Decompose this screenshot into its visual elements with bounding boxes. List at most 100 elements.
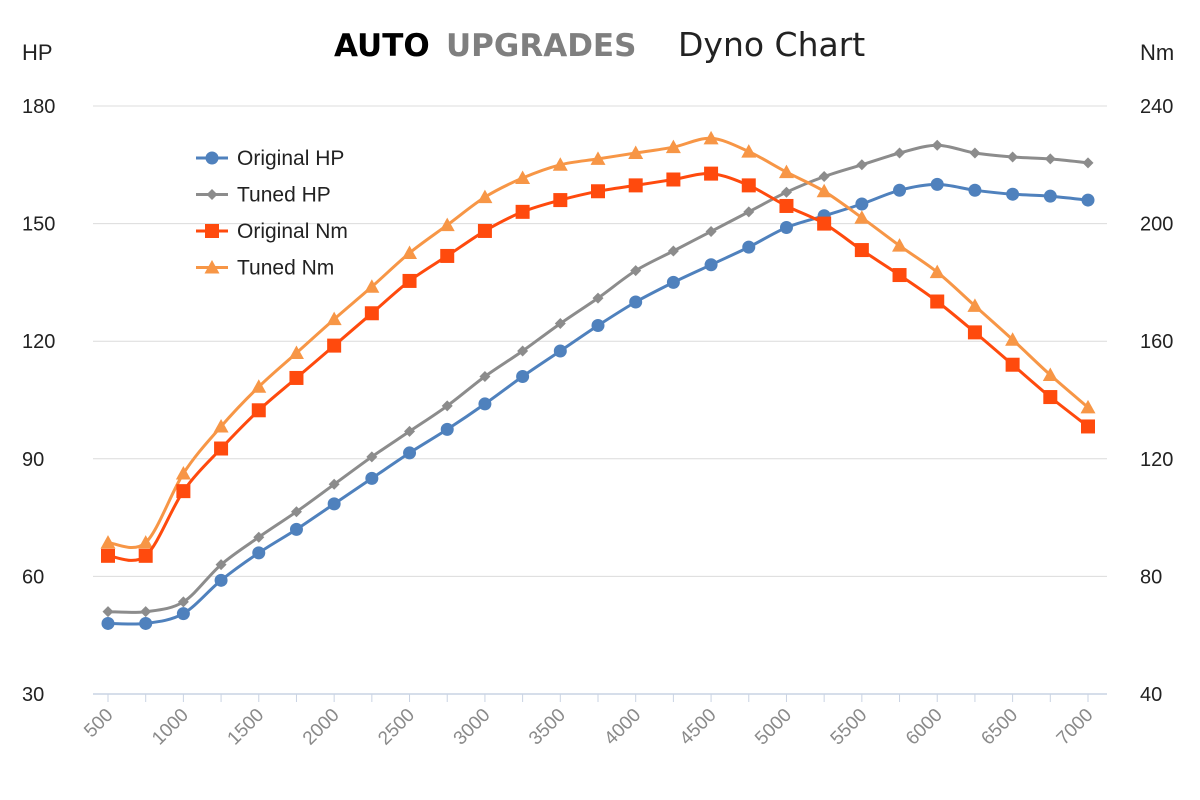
data-point-square (364, 306, 379, 321)
data-point-triangle (665, 139, 681, 154)
data-point-diamond (366, 451, 378, 463)
data-point-diamond (743, 206, 755, 218)
gridlines (93, 105, 1107, 695)
data-point-triangle (628, 145, 644, 160)
x-tick-label: 7000 (1053, 705, 1098, 750)
data-point-triangle (288, 345, 304, 359)
legend-label: Tuned HP (237, 184, 331, 207)
data-point-diamond (102, 606, 114, 618)
data-point-circle (930, 177, 944, 191)
data-point-triangle (854, 210, 870, 224)
x-axis: 500 1000 1500 2000 2500 3000 3500 4000 4500 5000 5… (80, 694, 1098, 750)
data-point-triangle (1005, 332, 1021, 346)
data-point-circle (704, 258, 718, 272)
y-axis-left-title: HP (22, 40, 53, 65)
legend-item-tuned-nm: Tuned Nm (196, 257, 334, 280)
data-point-diamond (1007, 151, 1019, 163)
data-point-diamond (1082, 157, 1094, 169)
data-point-triangle (364, 279, 380, 293)
data-point-circle (101, 616, 115, 630)
data-point-square (176, 484, 191, 499)
legend: Original HP Tuned HP Original Nm Tuned Nm (196, 147, 348, 280)
y-right-tick-label: 80 (1140, 566, 1162, 588)
series-line-tuned-hp (106, 143, 1090, 614)
x-tick-label: 4000 (600, 705, 645, 750)
y-right-tick-label: 200 (1140, 214, 1173, 236)
data-point-circle (205, 151, 219, 165)
data-point-diamond (969, 147, 981, 159)
y-left-tick-label: 30 (22, 684, 44, 706)
title-brand-upgrades: UPGRADES (446, 28, 636, 64)
y-axis-right-title: Nm (1140, 40, 1174, 65)
data-point-square (205, 224, 219, 238)
data-point-circle (478, 397, 492, 411)
data-point-triangle (816, 183, 832, 198)
x-tick-label: 6000 (902, 705, 947, 750)
data-point-circle (629, 295, 643, 309)
data-point-diamond (780, 186, 792, 198)
data-point-circle (855, 197, 869, 211)
legend-item-tuned-hp: Tuned HP (196, 184, 331, 207)
data-point-circle (968, 183, 982, 197)
data-point-triangle (1042, 367, 1058, 382)
data-point-diamond (630, 265, 642, 277)
data-point-square (779, 198, 794, 213)
data-point-triangle (204, 260, 220, 274)
data-point-triangle (515, 170, 531, 185)
data-point-triangle (251, 379, 267, 393)
data-point-triangle (402, 245, 418, 259)
data-point-circle (893, 183, 907, 197)
data-point-circle (1081, 193, 1095, 207)
data-point-diamond (479, 370, 491, 382)
data-point-diamond (290, 506, 302, 518)
data-point-circle (779, 221, 793, 235)
data-point-square (515, 204, 530, 219)
data-point-square (591, 184, 605, 199)
legend-label: Tuned Nm (237, 257, 334, 280)
data-point-circle (1006, 187, 1020, 201)
data-point-diamond (554, 318, 566, 330)
x-tick-label: 2500 (374, 705, 419, 750)
x-tick-label: 500 (80, 705, 117, 742)
data-point-triangle (703, 130, 719, 145)
data-point-triangle (477, 189, 493, 204)
series-layer (100, 130, 1096, 630)
x-tick-label: 1500 (224, 705, 269, 750)
data-point-diamond (328, 478, 340, 490)
data-point-square (666, 172, 681, 187)
data-point-square (930, 294, 945, 309)
data-point-circle (591, 319, 605, 333)
data-point-square (101, 548, 115, 563)
data-point-circle (327, 497, 341, 511)
y-right-tick-label: 240 (1140, 96, 1173, 118)
x-tick-label: 5500 (827, 705, 872, 750)
data-point-triangle (590, 151, 606, 165)
data-point-triangle (778, 164, 794, 179)
series-tuned-nm (100, 130, 1096, 549)
y-right-tick-label: 120 (1140, 449, 1173, 471)
data-point-square (628, 178, 643, 193)
data-point-diamond (1044, 153, 1056, 165)
data-point-diamond (206, 189, 218, 200)
y-right-tick-label: 40 (1140, 684, 1162, 706)
title-brand-auto: AUTO (334, 28, 430, 64)
series-tuned-hp (102, 139, 1094, 618)
x-tick-label: 2000 (299, 705, 344, 750)
data-point-circle (139, 616, 153, 630)
data-point-circle (289, 522, 303, 536)
data-point-square (327, 338, 342, 353)
data-point-triangle (967, 298, 983, 312)
data-point-diamond (856, 159, 868, 171)
legend-label: Original HP (237, 147, 344, 170)
data-point-diamond (253, 531, 265, 543)
data-point-square (892, 268, 907, 283)
y-right-tick-label: 160 (1140, 331, 1173, 353)
data-point-square (1081, 419, 1095, 434)
data-point-triangle (439, 217, 455, 232)
data-point-circle (403, 446, 417, 460)
x-tick-label: 4500 (676, 705, 721, 750)
data-point-triangle (741, 144, 757, 158)
data-point-triangle (175, 466, 191, 480)
data-point-diamond (667, 245, 679, 257)
data-point-circle (666, 275, 680, 289)
